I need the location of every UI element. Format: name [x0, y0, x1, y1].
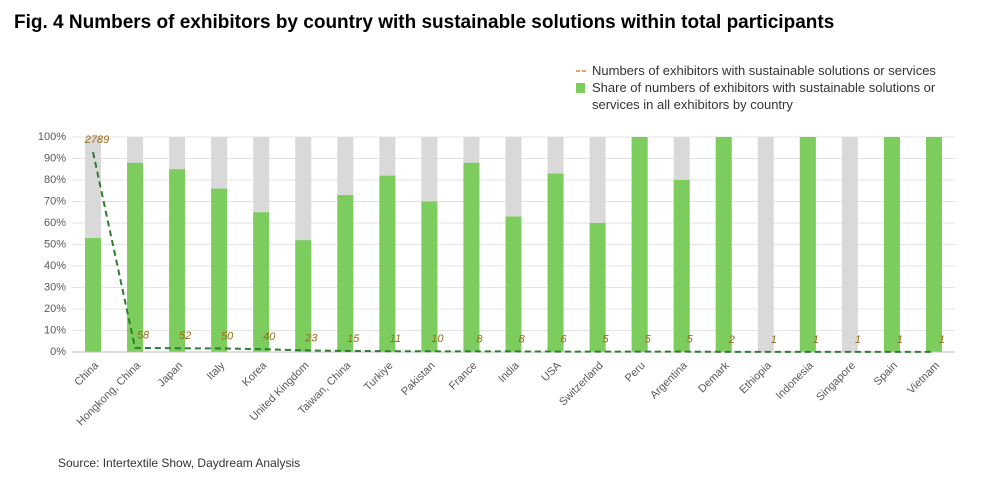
data-label: 10: [431, 333, 444, 345]
x-tick-label: France: [447, 360, 480, 393]
x-tick-label: Vietnam: [905, 360, 942, 397]
legend-label: Share of numbers of exhibitors with sust…: [592, 80, 936, 112]
bar: [505, 216, 522, 352]
bar: [547, 173, 564, 352]
bar: [715, 137, 732, 352]
source: Source: Intertextile Show, Daydream Anal…: [58, 456, 301, 470]
chart-title: Fig. 4 Numbers of exhibitors by country …: [14, 12, 835, 33]
bar: [463, 162, 480, 352]
y-tick-label: 80%: [44, 174, 66, 186]
x-tick-label: Switzerland: [557, 360, 606, 409]
bar: [169, 169, 186, 352]
x-tick-label: China: [72, 359, 101, 388]
bar: [673, 180, 690, 352]
x-tick-label: Ethiopia: [737, 359, 774, 396]
x-tick-label: Japan: [156, 360, 186, 390]
legend-swatch: [576, 70, 588, 72]
y-tick-label: 30%: [44, 281, 66, 293]
x-tick-label: Korea: [240, 359, 270, 389]
data-label: 1: [855, 334, 861, 346]
bar: [925, 137, 942, 352]
legend-item: Numbers of exhibitors with sustainable s…: [576, 62, 966, 79]
legend: Numbers of exhibitors with sustainable s…: [576, 62, 966, 113]
y-tick-label: 10%: [44, 324, 66, 336]
y-tick-label: 20%: [44, 303, 66, 315]
data-label: 23: [304, 332, 318, 344]
data-label: 52: [179, 330, 191, 342]
data-label: 1: [771, 334, 777, 346]
bar: [253, 212, 270, 352]
legend-item: Share of numbers of exhibitors with sust…: [576, 79, 966, 113]
bar: [589, 223, 606, 352]
y-tick-label: 60%: [44, 217, 66, 229]
bar: [421, 201, 438, 352]
data-label: 1: [939, 334, 945, 346]
y-tick-label: 0%: [50, 346, 66, 358]
data-label: 1: [897, 334, 903, 346]
x-tick-label: Peru: [623, 360, 648, 385]
data-label: 8: [476, 333, 483, 345]
legend-label: Numbers of exhibitors with sustainable s…: [592, 63, 936, 78]
data-label: 50: [221, 330, 234, 342]
data-label: 5: [645, 334, 652, 346]
data-label: 8: [518, 333, 525, 345]
x-tick-label: Argentina: [648, 359, 690, 401]
x-tick-label: Singapore: [814, 360, 858, 404]
y-tick-label: 40%: [44, 260, 66, 272]
data-label: 11: [390, 333, 401, 345]
data-label: 5: [687, 334, 694, 346]
y-tick-label: 100%: [38, 131, 66, 143]
bar: [211, 188, 228, 352]
x-tick-label: Turkiye: [362, 360, 396, 394]
data-label: 58: [137, 330, 150, 342]
bar: [631, 137, 648, 352]
x-tick-label: USA: [539, 359, 564, 384]
bar: [337, 195, 354, 352]
data-label: 40: [263, 331, 276, 343]
bar: [379, 175, 396, 352]
y-tick-label: 70%: [44, 195, 66, 207]
bar: [883, 137, 900, 352]
x-tick-label: Spain: [872, 360, 900, 388]
x-tick-label: Pakistan: [399, 360, 437, 398]
x-tick-label: Indonesia: [774, 359, 817, 402]
bar-background: [757, 137, 774, 352]
bar: [127, 162, 144, 352]
y-tick-label: 50%: [44, 238, 66, 250]
x-tick-label: Italy: [205, 359, 228, 382]
data-label: 6: [560, 333, 567, 345]
bar: [85, 238, 102, 352]
x-tick-label: Demark: [696, 359, 732, 395]
data-label: 5: [603, 334, 610, 346]
bar-background: [841, 137, 858, 352]
data-label: 15: [347, 333, 360, 345]
legend-swatch: [576, 83, 585, 93]
x-tick-label: India: [496, 359, 522, 385]
bar: [295, 240, 312, 352]
data-label: 2: [728, 334, 735, 346]
data-label: 2789: [84, 134, 109, 146]
y-tick-label: 90%: [44, 152, 66, 164]
bar: [799, 137, 816, 352]
chart: 0%10%20%30%40%50%60%70%80%90%100%ChinaHo…: [38, 131, 955, 428]
data-label: 1: [813, 334, 819, 346]
